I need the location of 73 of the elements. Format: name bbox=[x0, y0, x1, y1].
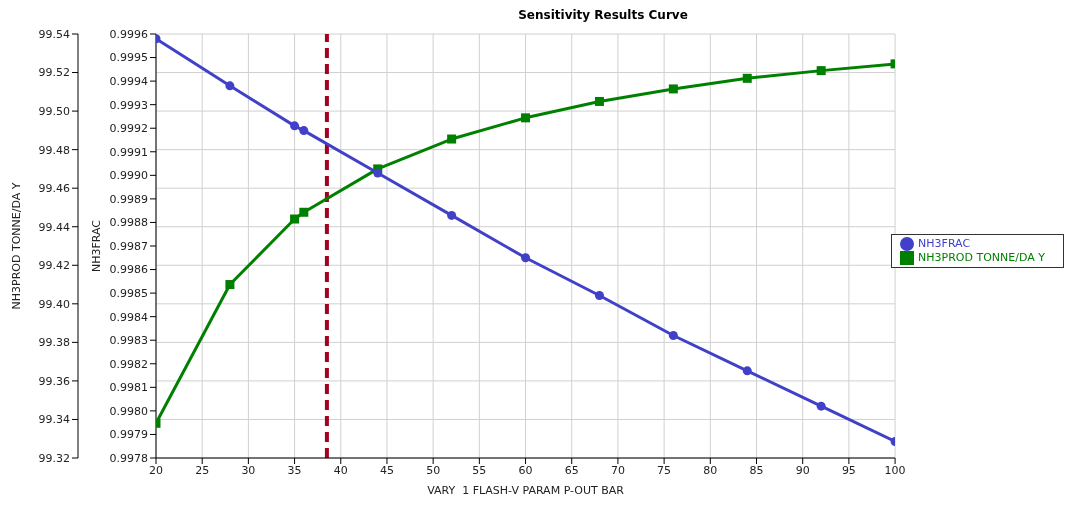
y-tick-label: 99.32 bbox=[38, 451, 70, 465]
point bbox=[594, 96, 604, 106]
x-tick-label: 70 bbox=[610, 463, 625, 477]
point bbox=[742, 73, 752, 83]
point bbox=[816, 401, 826, 411]
y2-tick-label: 0.9993 bbox=[109, 98, 148, 112]
y2-tick-label: 0.9980 bbox=[109, 404, 148, 418]
y-tick-label: 99.42 bbox=[38, 259, 70, 273]
x-tick-label: 100 bbox=[884, 463, 906, 477]
y-tick-label: 99.40 bbox=[38, 297, 70, 311]
y-tick-label: 99.54 bbox=[38, 27, 70, 41]
point bbox=[290, 214, 300, 224]
point bbox=[225, 81, 235, 91]
point bbox=[299, 207, 309, 217]
point bbox=[668, 84, 678, 94]
y2-axis-title: NH3FRAC bbox=[89, 219, 103, 273]
y2-tick-label: 0.9982 bbox=[109, 357, 148, 371]
y2-tick-label: 0.9986 bbox=[109, 263, 148, 277]
y-tick-label: 99.34 bbox=[38, 413, 70, 427]
x-tick-label: 65 bbox=[564, 463, 579, 477]
point bbox=[290, 121, 300, 131]
point bbox=[447, 210, 457, 220]
x-tick-label: 25 bbox=[195, 463, 210, 477]
y2-tick-label: 0.9995 bbox=[109, 51, 148, 65]
y2-tick-label: 0.9984 bbox=[109, 310, 148, 324]
y2-tick-label: 0.9978 bbox=[109, 451, 148, 465]
x-tick-label: 90 bbox=[795, 463, 810, 477]
y2-tick-label: 0.9989 bbox=[109, 192, 148, 206]
chart-title: Sensitivity Results Curve bbox=[517, 8, 689, 24]
point bbox=[521, 113, 531, 123]
y-tick-label: 99.38 bbox=[38, 336, 70, 350]
x-tick-label: 75 bbox=[657, 463, 672, 477]
y-tick-label: 99.46 bbox=[38, 182, 70, 196]
x-tick-label: 85 bbox=[749, 463, 764, 477]
x-axis-title: VARY 1 FLASH-V PARAM P-OUT BAR bbox=[427, 484, 625, 497]
point bbox=[742, 366, 752, 376]
y2-tick-label: 0.9985 bbox=[109, 287, 148, 301]
y2-tick-label: 0.9996 bbox=[109, 27, 148, 41]
legend-label: NH3FRAC bbox=[918, 237, 971, 250]
y2-tick-label: 0.9994 bbox=[109, 75, 148, 89]
x-tick-label: 60 bbox=[518, 463, 533, 477]
legend-label: NH3PROD TONNE/DA Y bbox=[918, 251, 1045, 264]
y2-tick-label: 0.9988 bbox=[109, 216, 148, 230]
x-tick-label: 40 bbox=[333, 463, 348, 477]
x-tick-label: 80 bbox=[703, 463, 718, 477]
point bbox=[373, 168, 383, 178]
point bbox=[816, 66, 826, 76]
y2-tick-label: 0.9987 bbox=[109, 239, 148, 253]
y2-tick-label: 0.9983 bbox=[109, 334, 148, 348]
point bbox=[299, 126, 309, 136]
point bbox=[668, 331, 678, 341]
point bbox=[225, 280, 235, 290]
point bbox=[521, 253, 531, 263]
y2-tick-label: 0.9990 bbox=[109, 169, 148, 183]
x-tick-label: 55 bbox=[472, 463, 487, 477]
y-tick-label: 99.44 bbox=[38, 220, 70, 234]
y-tick-label: 99.50 bbox=[38, 105, 70, 118]
x-tick-label: 30 bbox=[241, 463, 256, 477]
x-tick-label: 20 bbox=[149, 463, 163, 477]
y-tick-label: 99.52 bbox=[38, 66, 70, 80]
y-axis-title: NH3PROD TONNE/DA Y bbox=[9, 182, 23, 310]
x-tick-label: 50 bbox=[426, 463, 441, 477]
x-tick-label: 45 bbox=[379, 463, 394, 477]
y2-tick-label: 0.9991 bbox=[109, 145, 148, 159]
x-tick-label: 35 bbox=[287, 463, 302, 477]
y2-tick-label: 0.9981 bbox=[109, 381, 148, 395]
x-tick-label: 95 bbox=[841, 463, 856, 477]
y2-tick-label: 0.9992 bbox=[109, 122, 148, 136]
y-tick-label: 99.36 bbox=[38, 374, 70, 388]
y2-tick-label: 0.9979 bbox=[109, 428, 148, 442]
point bbox=[447, 134, 457, 144]
y-tick-label: 99.48 bbox=[38, 143, 70, 157]
point bbox=[594, 290, 604, 300]
